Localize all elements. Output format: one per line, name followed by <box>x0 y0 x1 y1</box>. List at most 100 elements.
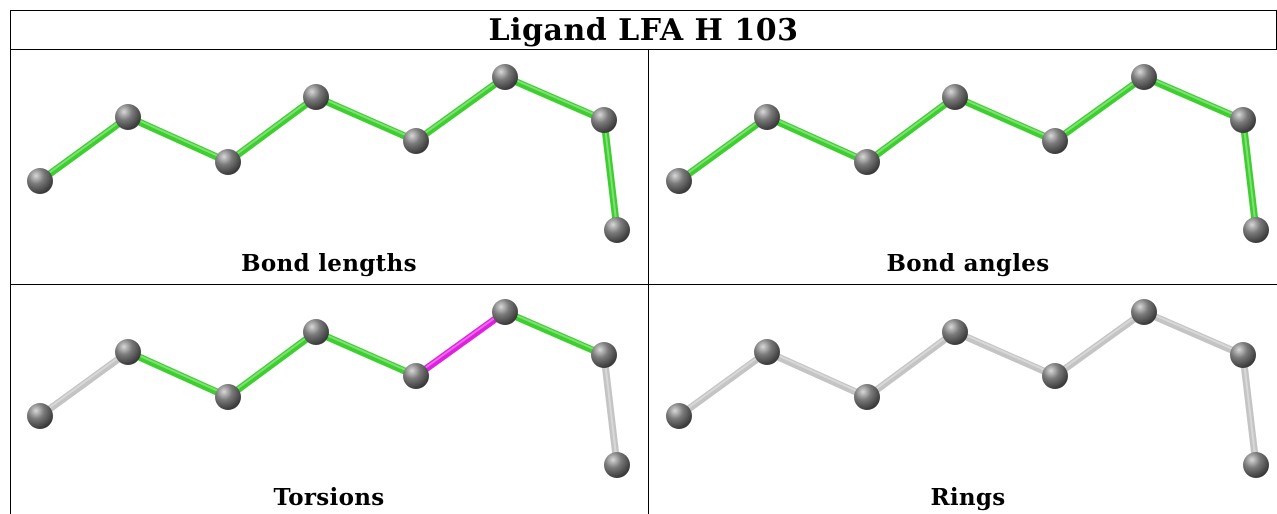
atom-7 <box>591 107 617 133</box>
atom-1 <box>666 403 692 429</box>
bond-5-highlight <box>415 74 506 141</box>
bond-7 <box>1239 116 1260 234</box>
bond-3 <box>224 93 320 166</box>
bond-4 <box>951 93 1059 145</box>
bond-5-highlight <box>1054 74 1145 141</box>
atom-5 <box>403 128 429 154</box>
bond-3 <box>863 93 959 166</box>
bond-3 <box>224 328 320 401</box>
bond-3-highlight <box>227 329 317 397</box>
atom-4 <box>303 319 329 345</box>
bond-4 <box>951 328 1059 380</box>
bond-1 <box>675 348 771 420</box>
bond-4-highlight <box>954 94 1056 141</box>
atom-4 <box>942 84 968 110</box>
bond-2-highlight <box>127 114 229 162</box>
bond-2 <box>763 348 871 401</box>
bond-5 <box>1051 73 1148 145</box>
bond-6-highlight <box>504 74 605 120</box>
table-border-top <box>10 10 1277 11</box>
panel-caption: Rings <box>930 484 1006 511</box>
bond-3 <box>863 328 959 401</box>
bond-1-highlight <box>39 349 129 416</box>
atom-6 <box>1131 299 1157 325</box>
molecule-bond-angles <box>666 64 1269 243</box>
atom-5 <box>403 363 429 389</box>
atom-1 <box>666 168 692 194</box>
bond-6 <box>501 73 608 124</box>
atom-6 <box>492 299 518 325</box>
bond-5 <box>412 73 509 145</box>
atom-1 <box>27 168 53 194</box>
column-divider <box>648 50 649 514</box>
ligand-validation-table: Ligand LFA H 103 Bond lengths Bond angle… <box>10 10 1277 514</box>
atom-2 <box>115 339 141 365</box>
atom-2 <box>754 104 780 130</box>
atom-3 <box>854 149 880 175</box>
bond-2 <box>124 113 232 166</box>
bond-5 <box>412 308 509 380</box>
bond-7-highlight <box>1242 117 1257 230</box>
bond-2 <box>763 113 871 166</box>
atom-7 <box>1230 342 1256 368</box>
atom-6 <box>492 64 518 90</box>
bond-1 <box>36 113 132 185</box>
bond-4-highlight <box>315 329 417 376</box>
bond-7 <box>600 351 621 469</box>
bond-5 <box>1051 308 1148 380</box>
bond-4 <box>312 93 420 145</box>
atom-6 <box>1131 64 1157 90</box>
bond-7-highlight <box>603 117 618 230</box>
atom-7 <box>591 342 617 368</box>
bond-2-highlight <box>127 349 229 397</box>
bond-5-highlight <box>1054 309 1145 376</box>
atom-8 <box>604 452 630 478</box>
bond-3-highlight <box>866 94 956 162</box>
panel-caption: Torsions <box>273 484 385 511</box>
atom-7 <box>1230 107 1256 133</box>
bond-5-highlight <box>415 309 506 376</box>
bond-2-highlight <box>766 114 868 162</box>
bond-6 <box>501 308 608 359</box>
bond-3-highlight <box>866 329 956 397</box>
molecule-torsions <box>27 299 630 478</box>
bond-7-highlight <box>1242 352 1257 465</box>
table-border-left <box>10 10 11 514</box>
bond-7 <box>600 116 621 234</box>
bond-6-highlight <box>1143 74 1244 120</box>
atom-3 <box>854 384 880 410</box>
atom-3 <box>215 149 241 175</box>
row-divider <box>10 284 1277 285</box>
atom-2 <box>115 104 141 130</box>
atom-1 <box>27 403 53 429</box>
bond-6-highlight <box>504 309 605 355</box>
ligand-title: Ligand LFA H 103 <box>488 12 799 48</box>
molecule-rings <box>666 299 1269 478</box>
bond-1-highlight <box>678 114 768 181</box>
panel-bond-angles: Bond angles <box>649 50 1277 284</box>
bond-6-highlight <box>1143 309 1244 355</box>
bond-4 <box>312 328 420 380</box>
atom-4 <box>942 319 968 345</box>
panel-caption: Bond angles <box>886 250 1050 277</box>
panel-rings: Rings <box>649 285 1277 514</box>
bond-1 <box>36 348 132 420</box>
panel-bond-lengths: Bond lengths <box>10 50 648 284</box>
atom-8 <box>1243 217 1269 243</box>
bond-6 <box>1140 73 1247 124</box>
bond-1-highlight <box>39 114 129 181</box>
atom-2 <box>754 339 780 365</box>
bond-2-highlight <box>766 349 868 397</box>
bond-7-highlight <box>603 352 618 465</box>
atom-5 <box>1042 363 1068 389</box>
panel-torsions: Torsions <box>10 285 648 514</box>
molecule-bond-lengths <box>27 64 630 243</box>
atom-3 <box>215 384 241 410</box>
bond-1-highlight <box>678 349 768 416</box>
bond-1 <box>675 113 771 185</box>
bond-3-highlight <box>227 94 317 162</box>
bond-4-highlight <box>954 329 1056 376</box>
bond-6 <box>1140 308 1247 359</box>
atom-8 <box>604 217 630 243</box>
atom-4 <box>303 84 329 110</box>
